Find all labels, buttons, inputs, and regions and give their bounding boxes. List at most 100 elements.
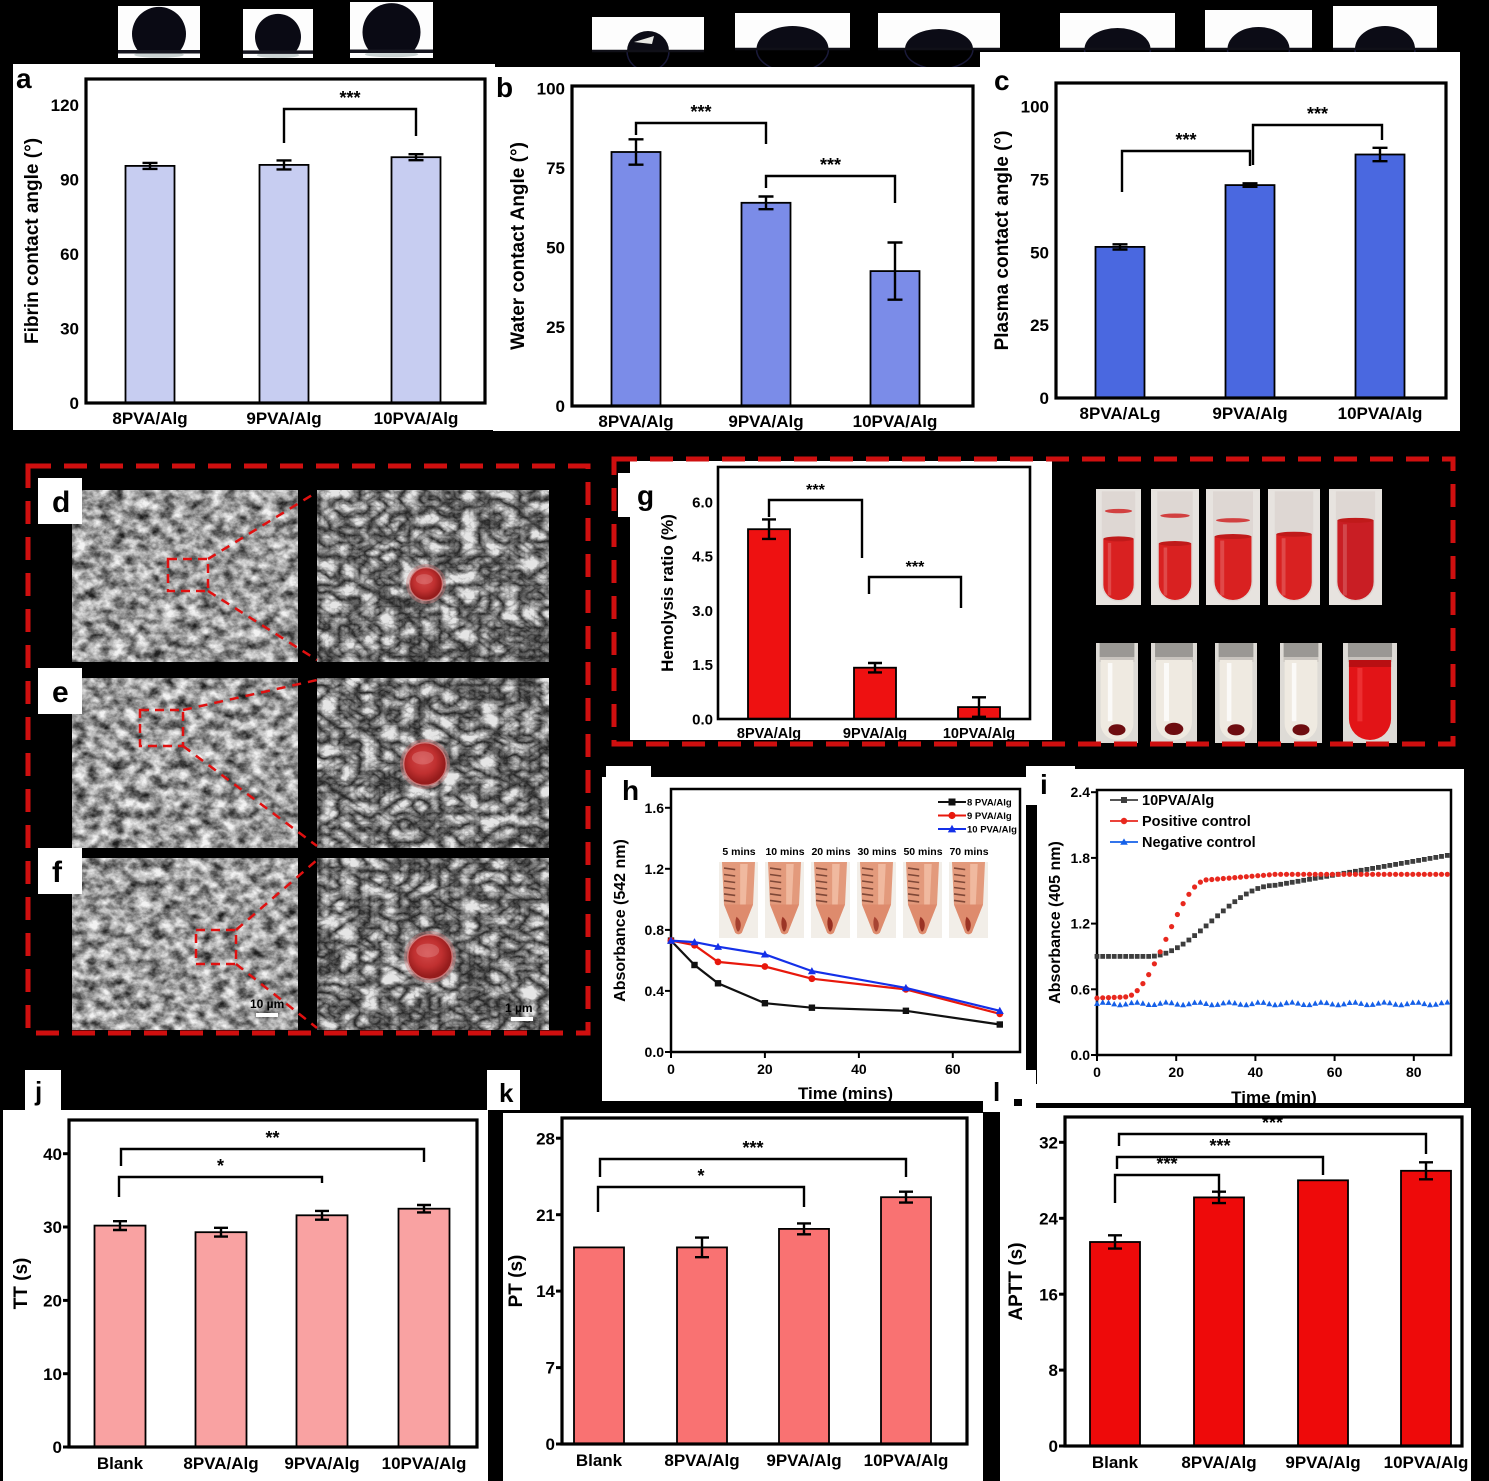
svg-text:30: 30 [60,320,79,339]
svg-text:***: *** [1156,1154,1177,1174]
svg-text:8: 8 [1049,1361,1058,1380]
svg-text:g: g [637,480,654,511]
svg-text:Hemolysis ratio (%): Hemolysis ratio (%) [658,514,677,672]
svg-text:10 µm: 10 µm [250,997,284,1011]
svg-text:14: 14 [536,1282,555,1301]
svg-text:50: 50 [1030,243,1049,262]
svg-text:Blank: Blank [1092,1453,1139,1472]
svg-text:100: 100 [537,80,565,99]
svg-text:9PVA/Alg: 9PVA/Alg [728,412,803,431]
svg-text:10PVA/Alg: 10PVA/Alg [1142,793,1214,809]
svg-text:**: ** [265,1128,279,1148]
svg-text:Positive control: Positive control [1142,814,1251,830]
svg-text:75: 75 [546,159,565,178]
svg-text:40: 40 [43,1145,62,1164]
svg-text:TT (s): TT (s) [11,1258,32,1310]
svg-text:24: 24 [1039,1209,1058,1228]
svg-text:***: *** [1209,1136,1230,1156]
svg-text:20: 20 [1168,1064,1184,1080]
svg-text:7: 7 [546,1359,555,1378]
svg-text:4.5: 4.5 [692,549,713,566]
svg-text:120: 120 [51,96,79,115]
svg-text:9PVA/Alg: 9PVA/Alg [1212,404,1287,423]
svg-text:d: d [52,486,70,519]
svg-text:Negative control: Negative control [1142,835,1256,851]
svg-text:0: 0 [70,394,79,413]
svg-text:0: 0 [556,397,565,416]
svg-text:0: 0 [667,1061,675,1077]
svg-text:20 mins: 20 mins [811,846,850,858]
svg-text:6.0: 6.0 [692,495,713,512]
svg-text:***: *** [742,1138,763,1158]
svg-text:10PVA/Alg: 10PVA/Alg [853,412,938,431]
svg-text:0: 0 [546,1435,555,1454]
svg-text:*: * [217,1156,224,1176]
svg-text:2.4: 2.4 [1071,784,1091,800]
svg-text:16: 16 [1039,1285,1058,1304]
svg-text:Time (min): Time (min) [1231,1088,1317,1107]
svg-text:10: 10 [43,1365,62,1384]
svg-text:40: 40 [1248,1064,1264,1080]
svg-text:***: *** [1262,1113,1283,1133]
svg-text:60: 60 [945,1061,961,1077]
svg-text:9 PVA/Alg: 9 PVA/Alg [967,811,1012,822]
svg-text:***: *** [339,88,360,108]
svg-text:28: 28 [536,1129,555,1148]
svg-text:8PVA/Alg: 8PVA/Alg [664,1451,739,1470]
svg-text:10PVA/Alg: 10PVA/Alg [382,1454,467,1473]
svg-text:8PVA/Alg: 8PVA/Alg [112,409,187,428]
svg-text:***: *** [1175,130,1196,150]
svg-text:10 PVA/Alg: 10 PVA/Alg [967,825,1017,836]
svg-text:***: *** [820,155,841,175]
svg-text:0: 0 [1049,1437,1058,1456]
svg-text:b: b [496,72,513,103]
svg-text:10PVA/Alg: 10PVA/Alg [864,1451,949,1470]
svg-text:32: 32 [1039,1134,1058,1153]
svg-text:8PVA/ALg: 8PVA/ALg [1080,404,1161,423]
svg-text:1.2: 1.2 [645,861,665,877]
svg-text:***: *** [906,559,925,576]
svg-text:20: 20 [43,1292,62,1311]
svg-text:75: 75 [1030,170,1049,189]
svg-text:50 mins: 50 mins [903,846,942,858]
svg-text:0: 0 [1093,1064,1101,1080]
svg-text:9PVA/Alg: 9PVA/Alg [284,1454,359,1473]
svg-text:9PVA/Alg: 9PVA/Alg [246,409,321,428]
svg-text:100: 100 [1021,98,1049,117]
svg-text:25: 25 [1030,316,1049,335]
svg-text:***: *** [690,102,711,122]
svg-text:c: c [994,65,1010,96]
svg-text:l: l [993,1077,1000,1107]
svg-text:Time (mins): Time (mins) [798,1084,893,1103]
svg-text:1 µm: 1 µm [505,1001,533,1015]
svg-text:9PVA/Alg: 9PVA/Alg [1285,1453,1360,1472]
svg-text:APTT (s): APTT (s) [1006,1242,1027,1320]
svg-text:25: 25 [546,318,565,337]
svg-text:a: a [16,63,32,94]
svg-text:Blank: Blank [97,1454,144,1473]
svg-text:30: 30 [43,1218,62,1237]
svg-text:1.8: 1.8 [1071,850,1091,866]
svg-text:10PVA/Alg: 10PVA/Alg [1338,404,1423,423]
svg-text:1.5: 1.5 [692,657,713,674]
svg-text:8 PVA/Alg: 8 PVA/Alg [967,798,1012,809]
svg-text:60: 60 [60,245,79,264]
svg-text:10 mins: 10 mins [765,846,804,858]
svg-text:8PVA/Alg: 8PVA/Alg [1181,1453,1256,1472]
svg-text:Blank: Blank [576,1451,623,1470]
svg-text:h: h [622,775,639,806]
svg-text:60: 60 [1327,1064,1343,1080]
svg-text:40: 40 [851,1061,867,1077]
svg-text:0: 0 [53,1438,62,1457]
svg-text:0.0: 0.0 [1071,1047,1091,1063]
svg-text:f: f [52,856,63,889]
svg-text:e: e [52,676,69,709]
svg-text:Absorbance (542 nm): Absorbance (542 nm) [612,839,629,1002]
svg-text:80: 80 [1406,1064,1422,1080]
svg-text:10PVA/Alg: 10PVA/Alg [374,409,459,428]
svg-text:8PVA/Alg: 8PVA/Alg [183,1454,258,1473]
svg-text:i: i [1040,769,1048,800]
svg-text:0.6: 0.6 [1071,981,1091,997]
svg-text:j: j [34,1076,42,1106]
svg-text:8PVA/Alg: 8PVA/Alg [737,726,801,742]
